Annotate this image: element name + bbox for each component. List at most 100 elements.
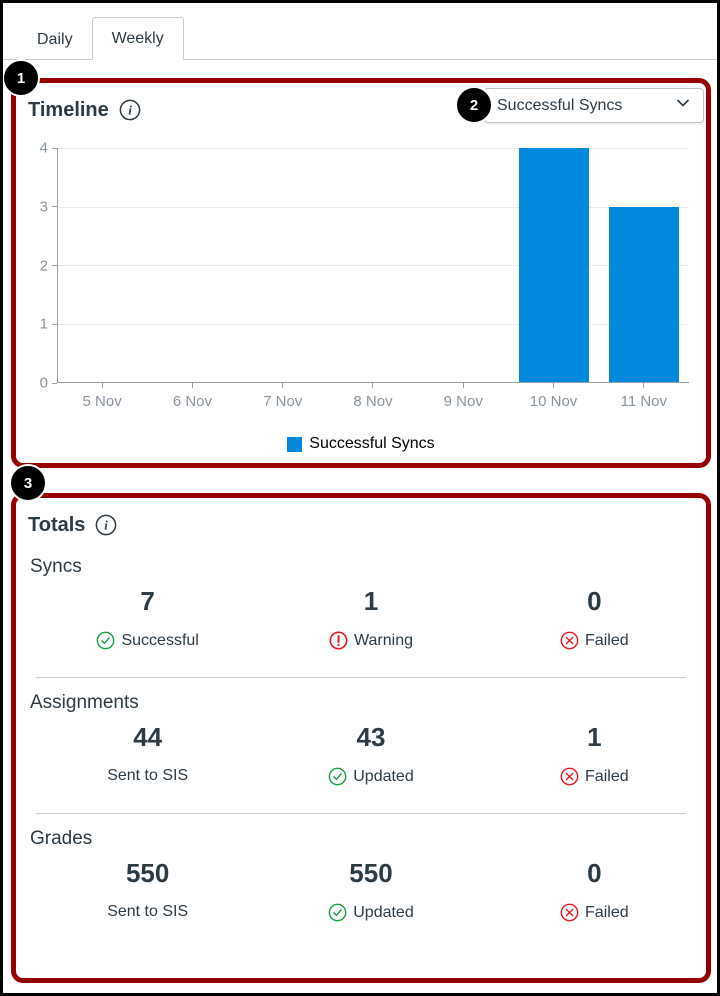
x-circle-icon xyxy=(560,903,579,922)
x-axis-label: 5 Nov xyxy=(57,383,147,410)
x-axis-tick xyxy=(643,383,645,388)
timeline-header: Timeline i xyxy=(16,83,706,123)
info-icon[interactable]: i xyxy=(119,99,141,121)
x-axis-label: 10 Nov xyxy=(508,383,598,410)
svg-text:i: i xyxy=(105,518,109,533)
totals-section-stats: 44 Sent to SIS 43 Updated 1 Failed xyxy=(16,718,706,786)
gridline xyxy=(58,148,689,149)
bar-column xyxy=(509,148,599,382)
x-axis-tick xyxy=(282,383,284,388)
totals-section-stats: 7 Successful 1 Warning 0 Failed xyxy=(16,582,706,650)
warning-circle-icon xyxy=(329,631,348,650)
stat-label: Failed xyxy=(585,631,629,649)
stat-label: Updated xyxy=(353,903,414,921)
stat-label: Updated xyxy=(353,767,414,785)
stat: 1 Failed xyxy=(483,718,706,786)
plot-bars xyxy=(58,148,689,382)
stat-label-row: Failed xyxy=(483,631,706,650)
timeline-panel: Timeline i Successful Syncs 0 1 2 3 4 xyxy=(11,78,711,468)
stat: 1 Warning xyxy=(259,582,482,650)
tab-weekly[interactable]: Weekly xyxy=(91,17,184,60)
stat-label-row: Sent to SIS xyxy=(36,903,259,921)
bar-11-nov[interactable] xyxy=(608,206,680,382)
totals-panel: Totals i Syncs 7 Successful 1 Warn xyxy=(11,493,711,983)
totals-section: Grades 550 Sent to SIS 550 Updated 0 Fai… xyxy=(16,814,706,922)
stat: 7 Successful xyxy=(36,582,259,650)
gridline xyxy=(58,265,689,266)
y-tick-label: 4 xyxy=(39,139,48,157)
bar-column xyxy=(148,148,238,382)
stat-label: Warning xyxy=(354,631,413,649)
x-axis-labels: 5 Nov 6 Nov 7 Nov 8 Nov 9 Nov 10 Nov 11 Nov xyxy=(57,383,689,410)
section-divider xyxy=(36,813,686,814)
stat-value: 550 xyxy=(125,858,170,888)
chevron-down-icon xyxy=(675,95,691,116)
x-axis-label: 11 Nov xyxy=(599,383,689,410)
totals-section-label: Assignments xyxy=(30,692,139,713)
bar-column xyxy=(328,148,418,382)
gridline xyxy=(58,206,689,208)
x-axis-tick xyxy=(191,383,193,388)
x-circle-icon xyxy=(560,767,579,786)
section-divider xyxy=(36,677,686,678)
stat-label: Failed xyxy=(585,903,629,921)
x-axis-tick xyxy=(101,383,103,388)
stat-value: 1 xyxy=(587,722,602,752)
check-circle-icon xyxy=(96,631,115,650)
stat-label: Sent to SIS xyxy=(107,767,189,784)
legend-label: Successful Syncs xyxy=(309,435,435,452)
x-circle-icon xyxy=(560,631,579,650)
check-circle-icon xyxy=(328,903,347,922)
callout-badge-1: 1 xyxy=(3,59,40,97)
stat: 44 Sent to SIS xyxy=(36,718,259,786)
callout-badge-2: 2 xyxy=(455,86,493,124)
stat-label: Successful xyxy=(121,631,199,649)
totals-section-label: Syncs xyxy=(30,556,82,577)
stat: 0 Failed xyxy=(483,854,706,922)
totals-section-stats: 550 Sent to SIS 550 Updated 0 Failed xyxy=(16,854,706,922)
bar-chart: 0 1 2 3 4 xyxy=(22,141,689,391)
totals-section: Syncs 7 Successful 1 Warning 0 Failed xyxy=(16,542,706,678)
y-tick-label: 3 xyxy=(39,198,48,216)
totals-header: Totals i xyxy=(16,498,706,538)
bar-column xyxy=(419,148,509,382)
info-icon[interactable]: i xyxy=(95,514,117,536)
metric-dropdown-value: Successful Syncs xyxy=(497,96,623,114)
totals-section: Assignments 44 Sent to SIS 43 Updated 1 … xyxy=(16,678,706,814)
stat: 43 Updated xyxy=(259,718,482,786)
x-axis-label: 6 Nov xyxy=(147,383,237,410)
stat-label: Failed xyxy=(585,767,629,785)
stat-value: 43 xyxy=(356,722,386,752)
stat-value: 7 xyxy=(140,586,155,616)
stat-label-row: Warning xyxy=(259,631,482,650)
x-axis-label: 8 Nov xyxy=(328,383,418,410)
totals-sections: Syncs 7 Successful 1 Warning 0 Failed xyxy=(16,538,706,922)
y-tick-label: 2 xyxy=(39,257,48,274)
metric-dropdown[interactable]: Successful Syncs xyxy=(484,88,704,123)
stat: 550 Updated xyxy=(259,854,482,922)
bar-column xyxy=(238,148,328,382)
bar-10-nov[interactable] xyxy=(518,148,589,382)
stat-label-row: Sent to SIS xyxy=(36,767,259,785)
stat-label-row: Updated xyxy=(259,767,482,786)
x-axis-tick xyxy=(553,383,555,388)
y-axis: 0 1 2 3 4 xyxy=(22,141,57,391)
stat: 0 Failed xyxy=(483,582,706,650)
y-axis-tick xyxy=(52,206,57,208)
stat-label: Sent to SIS xyxy=(107,903,189,920)
bar-column xyxy=(58,148,148,382)
totals-title: Totals xyxy=(28,514,86,536)
y-axis-tick xyxy=(52,265,57,266)
y-axis-tick xyxy=(52,323,57,325)
svg-text:i: i xyxy=(128,103,132,118)
stat-value: 0 xyxy=(587,586,602,616)
x-axis-label: 7 Nov xyxy=(238,383,328,410)
stat: 550 Sent to SIS xyxy=(36,854,259,922)
x-axis-tick xyxy=(462,383,464,388)
totals-section-label: Grades xyxy=(30,828,93,849)
check-circle-icon xyxy=(328,767,347,786)
timeline-title: Timeline xyxy=(28,99,109,121)
tab-daily[interactable]: Daily xyxy=(37,31,73,48)
chart-legend: Successful Syncs xyxy=(16,435,706,453)
